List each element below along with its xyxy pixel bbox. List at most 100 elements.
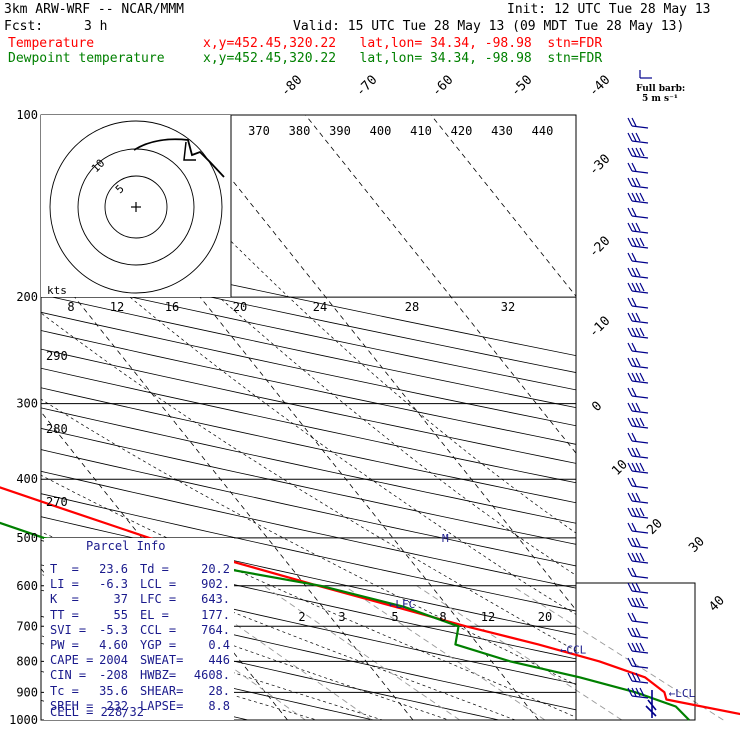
mixing-ratio-label: 8 <box>439 610 446 624</box>
wind-barb-flag <box>627 192 633 202</box>
wind-barb <box>627 147 649 159</box>
wind-barb-flag <box>627 567 633 577</box>
isotherm-label: -20 <box>586 234 613 261</box>
wind-barb-flag <box>639 417 645 427</box>
wind-barb-staff <box>631 155 649 159</box>
mixing-ratio-label: 3 <box>338 610 345 624</box>
theta-label: 440 <box>532 124 554 138</box>
wind-barb-flag <box>627 627 633 637</box>
parcel-info-cell: 20.2 <box>201 562 230 576</box>
isotherm-label: -50 <box>508 73 535 100</box>
wind-barb <box>627 417 649 429</box>
wind-barb-flag <box>631 447 637 457</box>
parcel-info-cell: CCL = <box>140 622 177 637</box>
wind-barb-flag <box>627 447 633 457</box>
wind-barb-staff <box>631 275 649 279</box>
pressure-label: 600 <box>16 579 38 593</box>
parcel-info-cell: 8.8 <box>208 698 230 713</box>
wind-barb <box>627 267 649 279</box>
wind-barb <box>627 462 649 474</box>
wind-barb-flag <box>627 342 633 352</box>
parcel-info-cell: PW = <box>50 638 79 652</box>
wind-barb-flag <box>631 462 637 472</box>
wind-barb-staff <box>631 230 649 234</box>
parcel-info-cell: T = <box>50 562 79 576</box>
wind-barb-flag <box>639 192 645 202</box>
wind-barb-flag <box>631 492 637 502</box>
temperature-location: x,y=452.45,320.22 lat,lon= 34.34, -98.98… <box>203 36 603 51</box>
dry-adiabat <box>41 276 576 391</box>
parcel-info-cell: 55 <box>113 607 128 622</box>
isotherm-label: -80 <box>278 73 305 100</box>
wind-barb-flag <box>635 597 641 607</box>
wind-barb-staff <box>631 515 649 519</box>
wind-barb-flag <box>631 672 637 682</box>
wind-barb-flag <box>635 672 641 682</box>
wind-barb <box>627 282 649 294</box>
wind-barb-flag <box>635 372 641 382</box>
wind-barb-flag <box>639 237 645 247</box>
parcel-info-cell: -5.3 <box>99 622 128 637</box>
mixing-ratio-line <box>416 585 623 721</box>
pressure-label: 400 <box>16 472 38 486</box>
level-marker-m: M <box>442 532 449 545</box>
hodograph-axis-label: 32 <box>501 300 515 314</box>
wind-barb-flag <box>635 357 641 367</box>
wind-barb-flag <box>631 522 637 532</box>
isotherm-line <box>179 115 576 611</box>
theta-label: 370 <box>248 124 270 138</box>
init-time: Init: 12 UTC Tue 28 May 13 <box>507 2 711 17</box>
isotherm-line <box>54 115 539 720</box>
wind-barb-staff <box>631 380 649 384</box>
theta-label: 410 <box>410 124 432 138</box>
wind-barb-flag <box>631 537 637 547</box>
wind-barb <box>627 387 649 399</box>
wind-barb-flag <box>627 207 633 217</box>
wind-barb-flag <box>635 627 641 637</box>
wind-barb-flag <box>627 402 633 412</box>
wind-barb <box>627 117 649 129</box>
isotherm-label: 30 <box>686 534 708 556</box>
moist-adiabat <box>210 221 576 534</box>
wind-barb-flag <box>635 462 641 472</box>
wind-barb-flag <box>635 582 641 592</box>
wind-barb <box>627 237 649 249</box>
wind-barb-flag <box>631 432 637 442</box>
wind-barb-flag <box>635 327 641 337</box>
wind-barb-flag <box>631 657 637 667</box>
isotherm-label: 20 <box>644 516 666 538</box>
wind-barb-flag <box>635 642 641 652</box>
wind-barb-flag <box>631 312 637 322</box>
forecast-hour: 3 h <box>84 19 108 34</box>
wind-barb-staff <box>631 410 649 414</box>
level-marker-lfc: ←LFC <box>389 598 416 611</box>
mixing-ratio-label: 12 <box>481 610 495 624</box>
wind-barb <box>627 357 649 369</box>
wind-barb-flag <box>627 237 633 247</box>
parcel-info-cell: 28. <box>208 683 230 698</box>
wind-barb-staff <box>631 140 649 144</box>
wind-barb-flag <box>627 642 633 652</box>
parcel-info-cell: 177. <box>201 607 230 622</box>
dewpoint-location: x,y=452.45,320.22 lat,lon= 34.34, -98.98… <box>203 51 603 66</box>
wind-barb-flag <box>627 507 633 517</box>
parcel-info-cell: CAPE = <box>50 653 94 668</box>
parcel-info-cell: TT = <box>50 607 79 622</box>
wind-barb-staff <box>631 365 649 369</box>
theta-label: 420 <box>451 124 473 138</box>
wind-barb <box>627 342 649 354</box>
theta-label: 390 <box>329 124 351 138</box>
pressure-label: 300 <box>16 397 38 411</box>
wind-barb-flag <box>635 282 641 292</box>
hodograph-trace <box>183 141 196 161</box>
parcel-info-cell: 446 <box>208 653 230 668</box>
wind-barb-staff <box>631 650 649 654</box>
parcel-info-cell: 902. <box>201 577 230 592</box>
wind-barbs <box>627 70 657 718</box>
wind-barb-flag <box>631 612 637 622</box>
wind-barb-flag <box>627 537 633 547</box>
wind-barb-flag <box>635 402 641 412</box>
wind-barb-flag <box>631 477 637 487</box>
dry-adiabat <box>41 493 576 612</box>
wind-barb-flag <box>627 387 633 397</box>
